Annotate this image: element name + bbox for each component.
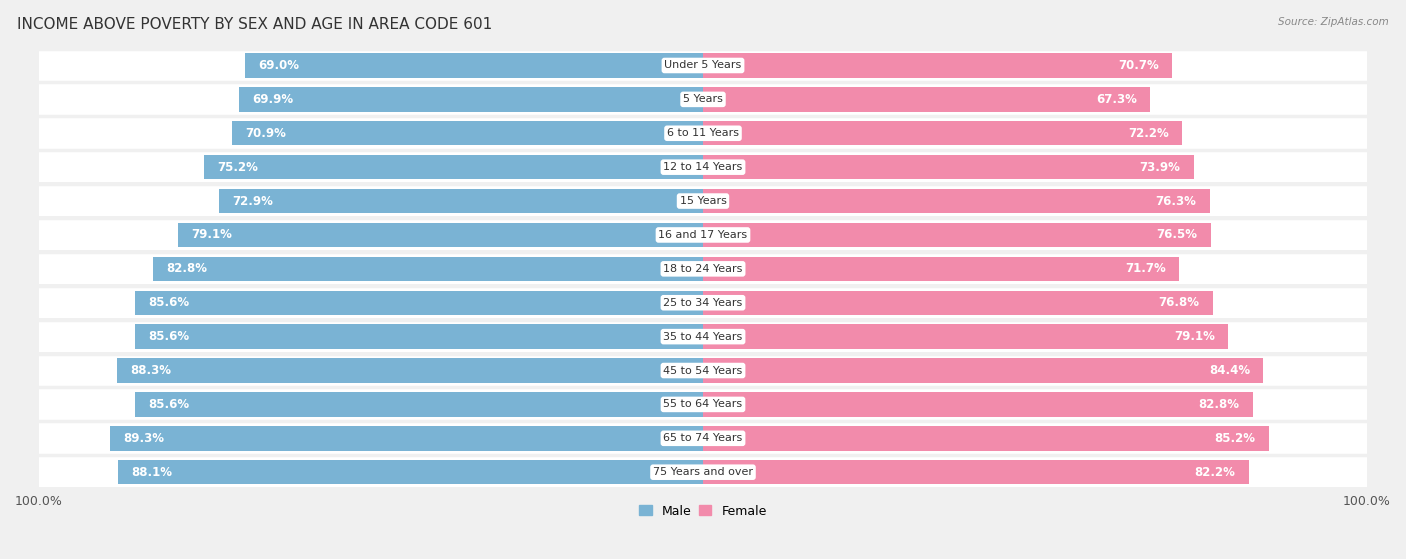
Text: 69.0%: 69.0% [259, 59, 299, 72]
Bar [703, 152, 1367, 182]
Bar [39, 254, 703, 284]
Bar [39, 152, 703, 182]
Bar [703, 84, 1367, 115]
Bar [39, 84, 703, 115]
Text: 85.6%: 85.6% [148, 330, 188, 343]
Bar [39, 457, 703, 487]
Text: 71.7%: 71.7% [1125, 262, 1166, 276]
Bar [39, 389, 703, 420]
Bar [204, 155, 703, 179]
Bar [239, 87, 703, 112]
Bar [703, 356, 1367, 386]
Legend: Male, Female: Male, Female [634, 500, 772, 523]
Bar [39, 50, 703, 80]
Bar [703, 155, 1194, 179]
Bar [703, 50, 1367, 80]
Bar [110, 426, 703, 451]
Bar [39, 423, 703, 453]
Bar [703, 287, 1367, 318]
Text: 15 Years: 15 Years [679, 196, 727, 206]
Text: 73.9%: 73.9% [1140, 160, 1181, 174]
Bar [703, 426, 1268, 451]
Text: 55 to 64 Years: 55 to 64 Years [664, 400, 742, 409]
Text: 5 Years: 5 Years [683, 94, 723, 105]
Text: 79.1%: 79.1% [1174, 330, 1215, 343]
Bar [703, 87, 1150, 112]
Bar [135, 324, 703, 349]
Bar [703, 423, 1367, 453]
Text: 82.2%: 82.2% [1195, 466, 1236, 479]
Text: 88.1%: 88.1% [131, 466, 173, 479]
Text: 82.8%: 82.8% [166, 262, 208, 276]
Bar [703, 358, 1264, 383]
Text: 76.3%: 76.3% [1156, 195, 1197, 207]
Text: 16 and 17 Years: 16 and 17 Years [658, 230, 748, 240]
Bar [703, 222, 1211, 247]
Bar [703, 321, 1367, 352]
Bar [232, 121, 703, 145]
Text: 85.6%: 85.6% [148, 398, 188, 411]
Bar [703, 189, 1209, 214]
Text: 67.3%: 67.3% [1095, 93, 1136, 106]
Bar [135, 392, 703, 416]
Text: 72.2%: 72.2% [1129, 127, 1170, 140]
Bar [177, 222, 703, 247]
Bar [153, 257, 703, 281]
Bar [703, 324, 1229, 349]
Text: 79.1%: 79.1% [191, 229, 232, 241]
Text: Source: ZipAtlas.com: Source: ZipAtlas.com [1278, 17, 1389, 27]
Text: Under 5 Years: Under 5 Years [665, 60, 741, 70]
Bar [703, 186, 1367, 216]
Text: 76.5%: 76.5% [1157, 229, 1198, 241]
Text: 75.2%: 75.2% [217, 160, 257, 174]
Bar [135, 291, 703, 315]
Text: 70.7%: 70.7% [1118, 59, 1159, 72]
Bar [703, 121, 1182, 145]
Bar [39, 118, 703, 149]
Bar [703, 254, 1367, 284]
Text: 6 to 11 Years: 6 to 11 Years [666, 128, 740, 138]
Text: 88.3%: 88.3% [129, 364, 172, 377]
Text: 85.6%: 85.6% [148, 296, 188, 309]
Text: 84.4%: 84.4% [1209, 364, 1250, 377]
Text: 18 to 24 Years: 18 to 24 Years [664, 264, 742, 274]
Bar [39, 321, 703, 352]
Text: 69.9%: 69.9% [252, 93, 294, 106]
Bar [703, 392, 1253, 416]
Text: 25 to 34 Years: 25 to 34 Years [664, 298, 742, 308]
Bar [703, 118, 1367, 149]
Bar [245, 53, 703, 78]
Text: 82.8%: 82.8% [1198, 398, 1240, 411]
Bar [118, 460, 703, 485]
Text: 85.2%: 85.2% [1215, 432, 1256, 445]
Bar [39, 220, 703, 250]
Bar [703, 257, 1180, 281]
Text: 75 Years and over: 75 Years and over [652, 467, 754, 477]
Bar [219, 189, 703, 214]
Bar [703, 291, 1213, 315]
Bar [703, 460, 1249, 485]
Text: 70.9%: 70.9% [246, 127, 287, 140]
Text: 76.8%: 76.8% [1159, 296, 1199, 309]
Text: 12 to 14 Years: 12 to 14 Years [664, 162, 742, 172]
Bar [39, 356, 703, 386]
Bar [39, 287, 703, 318]
Text: 65 to 74 Years: 65 to 74 Years [664, 433, 742, 443]
Text: 35 to 44 Years: 35 to 44 Years [664, 331, 742, 342]
Bar [39, 186, 703, 216]
Bar [703, 220, 1367, 250]
Bar [703, 389, 1367, 420]
Text: 72.9%: 72.9% [232, 195, 273, 207]
Text: 45 to 54 Years: 45 to 54 Years [664, 366, 742, 376]
Bar [703, 53, 1173, 78]
Text: 89.3%: 89.3% [124, 432, 165, 445]
Bar [703, 457, 1367, 487]
Bar [117, 358, 703, 383]
Text: INCOME ABOVE POVERTY BY SEX AND AGE IN AREA CODE 601: INCOME ABOVE POVERTY BY SEX AND AGE IN A… [17, 17, 492, 32]
